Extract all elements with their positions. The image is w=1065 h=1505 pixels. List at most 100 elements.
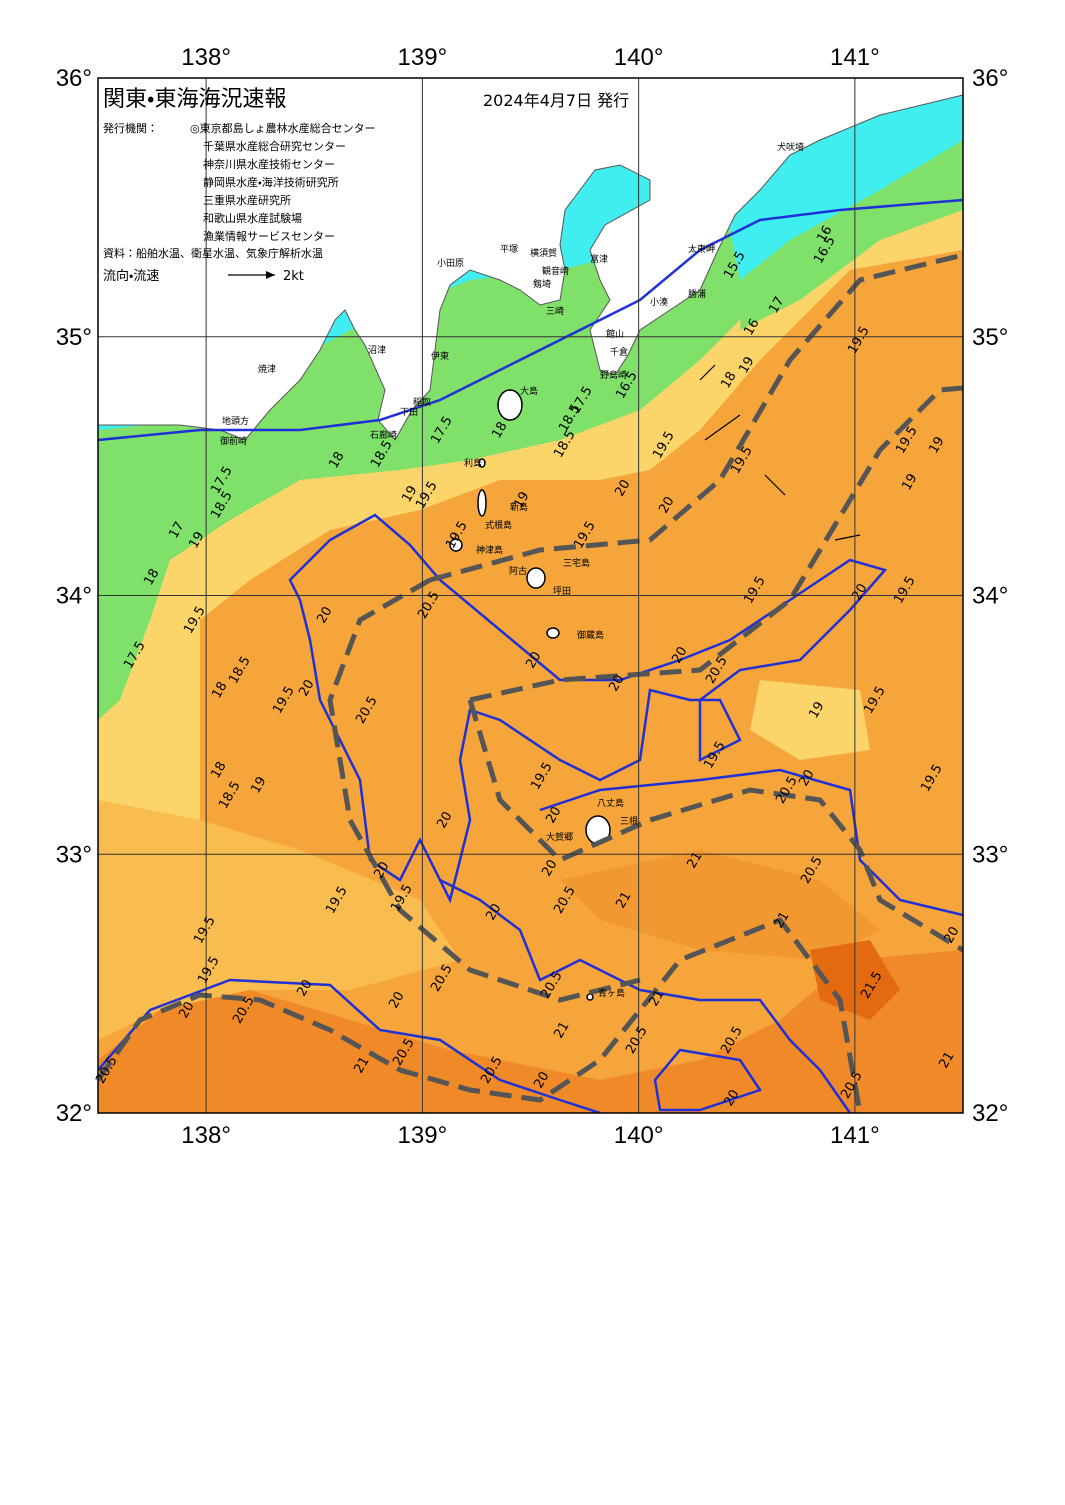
place-name: 焼津: [258, 364, 276, 375]
current-axis: [467, 699, 963, 953]
lon-label: 139°: [398, 1122, 448, 1149]
isotherm: [98, 978, 601, 1113]
place-name: 地頭方: [222, 415, 249, 427]
contour-label: 19: [248, 774, 269, 796]
contour-label: 19: [399, 483, 420, 505]
current-arrow: [704, 414, 741, 441]
contour-label: 20: [796, 767, 817, 789]
title: 関東・東海海況速報: [103, 87, 286, 112]
issuer: 漁業情報サービスセンター: [203, 229, 335, 243]
place-name: 御前崎: [220, 435, 247, 447]
issuer-label: 発行機関：: [103, 121, 158, 135]
contour-label: 18: [141, 566, 162, 588]
contour-label: 20: [294, 977, 315, 999]
place-name: 大賀郷: [546, 831, 573, 843]
place-name: 太東岬: [688, 243, 715, 255]
issuer: 和歌山県水産試験場: [203, 211, 302, 225]
header: 関東・東海海況速報 2024年4月7日 発行 発行機関： ◎東京都島しょ農林水産…: [103, 87, 629, 284]
lat-label: 33°: [56, 841, 92, 868]
isotherm: [439, 878, 852, 1113]
islands: [449, 389, 611, 1001]
place-name: 神津島: [476, 544, 503, 556]
contour-label: 19: [186, 529, 207, 551]
contour-label: 17: [166, 519, 187, 541]
contour-label: 20: [314, 604, 335, 626]
island: [526, 567, 546, 589]
contour-label: 21: [771, 909, 792, 931]
lat-label: 32°: [972, 1100, 1008, 1127]
contour-label: 20: [523, 649, 544, 671]
lon-label: 141°: [830, 1122, 880, 1149]
lon-label: 138°: [181, 1122, 231, 1149]
contour-label: 17: [766, 294, 787, 316]
contour-label: 20: [543, 804, 564, 826]
place-name: 横須賀: [530, 247, 557, 259]
place-name: 富津: [590, 253, 608, 265]
place-name: 式根島: [485, 519, 512, 531]
place-name: 下田: [400, 407, 418, 418]
contour-label: 20: [386, 989, 407, 1011]
contour-label: 20: [176, 999, 197, 1021]
place-name: 小田原: [437, 258, 464, 269]
contour-label: 20: [434, 809, 455, 831]
contour-label: 19: [926, 434, 947, 456]
legend-arrowhead: [266, 271, 275, 279]
lat-label: 36°: [56, 65, 92, 92]
island: [546, 627, 560, 639]
contour-label: 20: [483, 901, 504, 923]
place-name: 青ヶ島: [598, 987, 625, 999]
issuer: 静岡県水産・海洋技術研究所: [203, 175, 339, 189]
contour-label: 20: [721, 1087, 742, 1109]
place-name: 新島: [510, 501, 528, 513]
place-name: 小湊: [650, 296, 668, 308]
contour-label: 20: [669, 644, 690, 666]
contour-label: 20: [941, 924, 962, 946]
mid-zone: [98, 800, 460, 1040]
warm-zone: [560, 850, 880, 960]
lon-label: 140°: [614, 44, 664, 71]
contour-label: 18: [209, 679, 230, 701]
lat-label: 35°: [56, 324, 92, 351]
contour-label: 20: [296, 677, 317, 699]
current-arrows: [699, 364, 861, 541]
issuer: 神奈川県水産技術センター: [203, 157, 335, 171]
contour-label: 21: [684, 849, 705, 871]
contour-label: 20: [656, 494, 677, 516]
place-name: 石廊崎: [370, 429, 397, 441]
contour-label: 21: [936, 1049, 957, 1071]
isotherms: [98, 198, 963, 1113]
place-name: 伊東: [431, 350, 449, 362]
current-axis: [327, 577, 641, 1003]
place-name: 犬吠埼: [777, 141, 804, 153]
current-arrow: [764, 474, 786, 496]
lat-label: 34°: [972, 583, 1008, 610]
contour-label: 20: [849, 581, 870, 603]
island: [478, 458, 486, 468]
issuer: ◎東京都島しょ農林水産総合センター: [190, 121, 376, 135]
source: 資料：船舶水温、衛星水温、気象庁解析水温: [103, 246, 323, 260]
contour-label: 20: [531, 1069, 552, 1091]
issuer: 千葉県水産総合研究センター: [203, 139, 346, 153]
contour-label: 18: [489, 419, 510, 441]
current-arrow: [834, 534, 861, 541]
land: [98, 78, 963, 441]
place-name: 三崎: [546, 305, 564, 317]
contour-label: 20: [606, 672, 627, 694]
issuer: 三重県水産研究所: [203, 193, 291, 207]
isotherm: [98, 198, 963, 442]
contour-label: 21: [613, 889, 634, 911]
contour-label: 18: [208, 759, 229, 781]
issue-date: 2024年4月7日 発行: [483, 91, 629, 110]
contour-label: 20: [612, 477, 633, 499]
place-name: 八丈島: [597, 797, 624, 809]
contour-label: 21: [351, 1054, 372, 1076]
place-name: 三根: [620, 815, 638, 827]
place-name: 千倉: [610, 347, 628, 358]
contour-label: 21: [646, 987, 667, 1009]
island: [477, 489, 487, 517]
place-name: 坪田: [553, 586, 571, 597]
lon-label: 141°: [830, 44, 880, 71]
place-name: 大島: [520, 385, 538, 397]
